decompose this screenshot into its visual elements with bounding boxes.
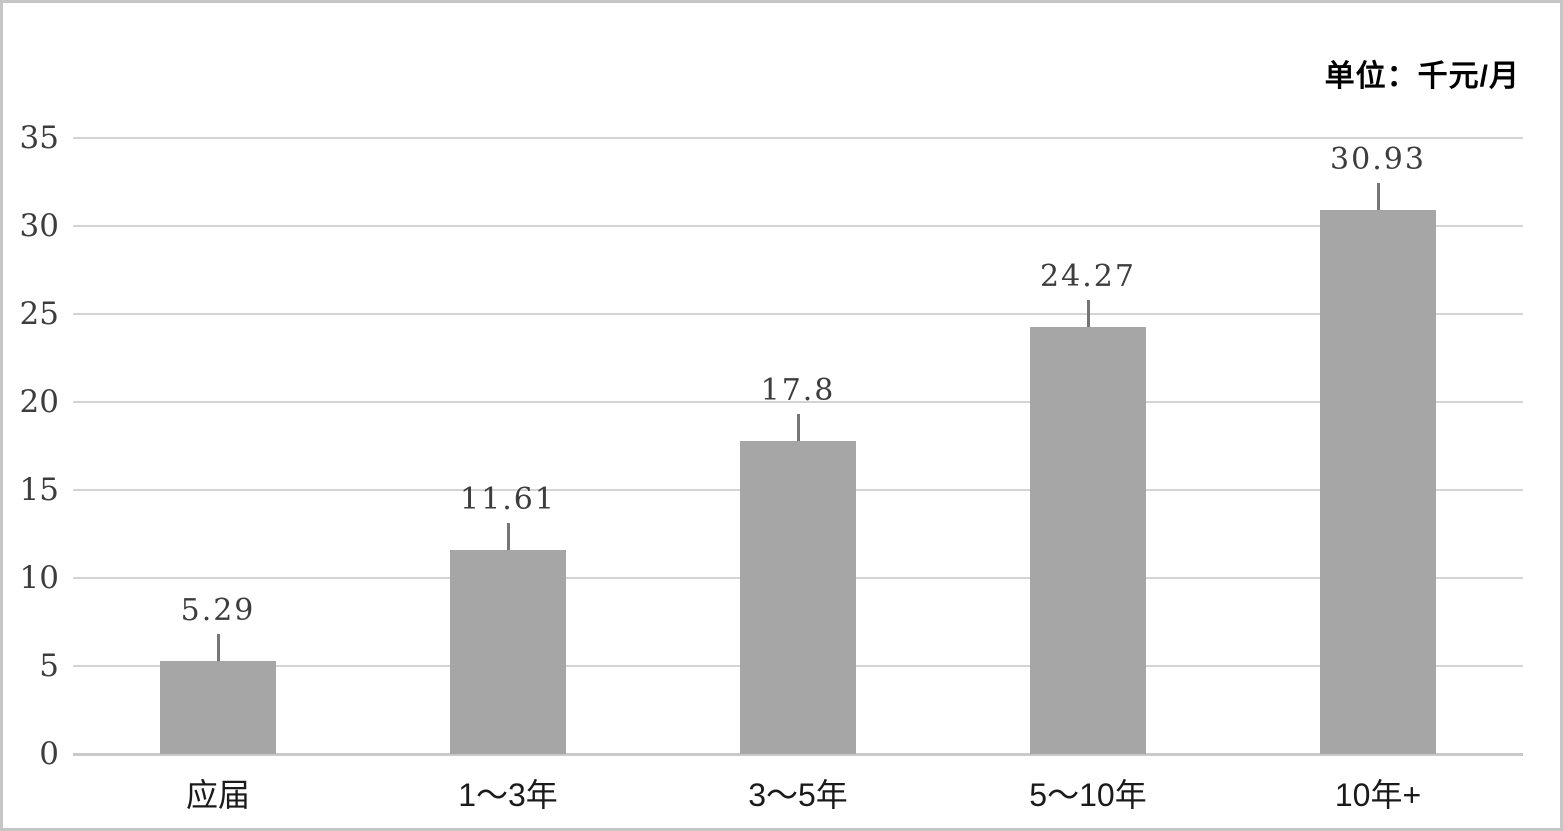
value-leader-line [506,522,510,550]
gridline [73,225,1523,227]
gridline [73,753,1523,756]
gridline [73,137,1523,139]
gridline [73,401,1523,403]
bar-3 [740,440,856,754]
value-label: 11.61 [460,481,556,517]
bar-4 [1030,326,1146,754]
value-label: 5.29 [180,592,256,628]
value-label: 24.27 [1040,258,1136,294]
value-label: 30.93 [1330,141,1426,177]
value-leader-line [1376,182,1380,210]
value-leader-line [1086,299,1090,327]
x-axis-category-label: 3～5年 [748,777,848,813]
plot-area: 0 5 10 15 20 25 30 35 5.29 11.61 17.8 24.27 30.93 应… [20,123,1523,813]
x-axis-category-label: 应届 [185,777,251,813]
value-leader-line [796,413,800,441]
gridline [73,313,1523,315]
bar-5 [1320,209,1436,754]
value-leader-line [216,633,220,661]
unit-label: 单位：千元/月 [1324,60,1520,93]
bar-2 [450,549,566,754]
x-axis-category-label: 1～3年 [458,777,558,813]
bar-1 [160,660,276,754]
x-axis-category-label: 10年+ [1334,777,1422,813]
x-axis-category-label: 5～10年 [1029,777,1147,813]
value-label: 17.8 [760,372,836,408]
